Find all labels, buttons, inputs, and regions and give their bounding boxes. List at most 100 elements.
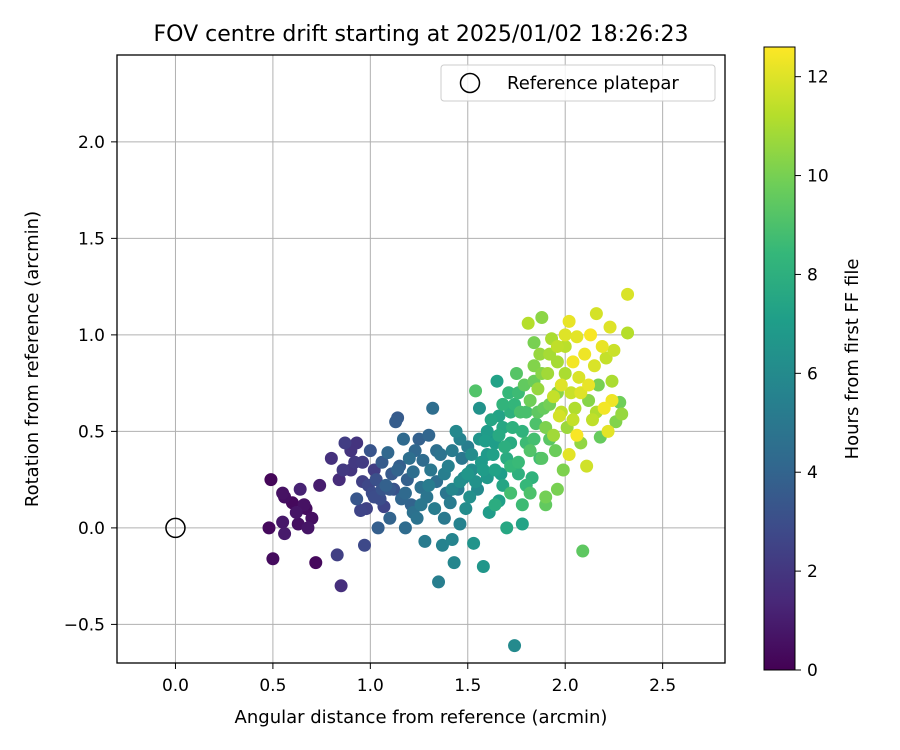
data-point xyxy=(264,473,278,487)
y-tick-label: −0.5 xyxy=(64,615,105,635)
data-point xyxy=(402,451,416,465)
data-point xyxy=(615,407,629,421)
data-point xyxy=(550,482,564,496)
x-tick-label: 1.5 xyxy=(454,676,481,696)
data-point xyxy=(313,478,327,492)
plot-frame xyxy=(116,54,726,664)
data-point xyxy=(580,459,594,473)
data-point xyxy=(568,401,582,415)
data-point xyxy=(552,409,566,423)
data-point xyxy=(432,575,446,589)
data-point xyxy=(472,401,486,415)
y-tick-label: 0.5 xyxy=(78,422,105,442)
data-point xyxy=(558,366,572,380)
data-point xyxy=(369,473,383,487)
data-point xyxy=(414,498,428,512)
data-point xyxy=(350,492,364,506)
data-point xyxy=(262,521,276,535)
data-point xyxy=(478,434,492,448)
data-point xyxy=(443,496,457,510)
data-point xyxy=(523,393,537,407)
data-point xyxy=(379,478,393,492)
data-point xyxy=(504,486,518,500)
data-point xyxy=(508,639,522,653)
data-point xyxy=(398,521,412,535)
data-point xyxy=(562,448,576,462)
data-point xyxy=(595,339,609,353)
data-point xyxy=(406,465,420,479)
data-point xyxy=(441,459,455,473)
data-point xyxy=(589,307,603,321)
data-point xyxy=(570,330,584,344)
y-axis-ticks: −0.5 0.0 0.5 1.0 1.5 2.0 xyxy=(64,133,117,635)
data-point xyxy=(607,343,621,357)
data-point xyxy=(476,463,490,477)
y-tick-label: 2.0 xyxy=(78,133,105,153)
data-point xyxy=(338,436,352,450)
data-point xyxy=(301,521,315,535)
data-point xyxy=(383,511,397,525)
data-point xyxy=(511,455,525,469)
chart-title: FOV centre drift starting at 2025/01/02 … xyxy=(154,22,689,47)
data-point xyxy=(556,463,570,477)
data-point xyxy=(410,511,424,525)
data-point xyxy=(309,556,323,570)
data-point xyxy=(463,490,477,504)
colorbar-label: Hours from first FF file xyxy=(842,259,863,460)
data-point xyxy=(515,424,529,438)
data-point xyxy=(484,413,498,427)
data-point xyxy=(515,498,529,512)
data-point xyxy=(621,287,635,301)
data-point xyxy=(276,486,290,500)
data-point xyxy=(447,556,461,570)
data-point xyxy=(578,347,592,361)
data-point xyxy=(381,446,395,460)
data-point xyxy=(354,504,368,518)
data-point xyxy=(541,366,555,380)
data-point xyxy=(539,490,553,504)
colorbar-tick-label: 8 xyxy=(807,265,818,285)
data-point xyxy=(416,453,430,467)
data-point xyxy=(459,502,473,516)
legend-marker-icon xyxy=(459,72,481,94)
colorbar-tick-label: 12 xyxy=(807,68,829,88)
data-point xyxy=(363,444,377,458)
data-point xyxy=(548,444,562,458)
data-point xyxy=(547,428,561,442)
legend: Reference platepar xyxy=(440,64,716,102)
data-point xyxy=(428,502,442,516)
data-point xyxy=(621,326,635,340)
data-point xyxy=(422,478,436,492)
data-point xyxy=(535,451,549,465)
colorbar-tick-label: 2 xyxy=(807,562,818,582)
data-point xyxy=(533,347,547,361)
data-point xyxy=(500,521,514,535)
data-point xyxy=(293,482,307,496)
data-point xyxy=(523,486,537,500)
data-point xyxy=(506,421,520,435)
y-tick-label: 1.0 xyxy=(78,326,105,346)
grid-lines xyxy=(117,55,725,663)
data-point xyxy=(572,370,586,384)
data-point xyxy=(453,517,467,531)
data-point xyxy=(469,384,483,398)
data-point xyxy=(527,336,541,350)
data-point xyxy=(601,424,615,438)
legend-box xyxy=(440,64,716,102)
x-tick-label: 0.0 xyxy=(162,676,189,696)
data-point xyxy=(570,428,584,442)
data-point xyxy=(276,515,290,529)
data-point xyxy=(576,544,590,558)
data-point xyxy=(278,527,292,541)
data-point xyxy=(445,444,459,458)
x-tick-label: 0.5 xyxy=(259,676,286,696)
x-tick-label: 1.0 xyxy=(357,676,384,696)
data-point xyxy=(433,448,447,462)
data-point xyxy=(554,378,568,392)
data-point xyxy=(562,314,576,328)
data-point xyxy=(498,440,512,454)
data-point xyxy=(597,401,611,415)
data-point xyxy=(519,405,533,419)
data-point xyxy=(334,579,348,593)
